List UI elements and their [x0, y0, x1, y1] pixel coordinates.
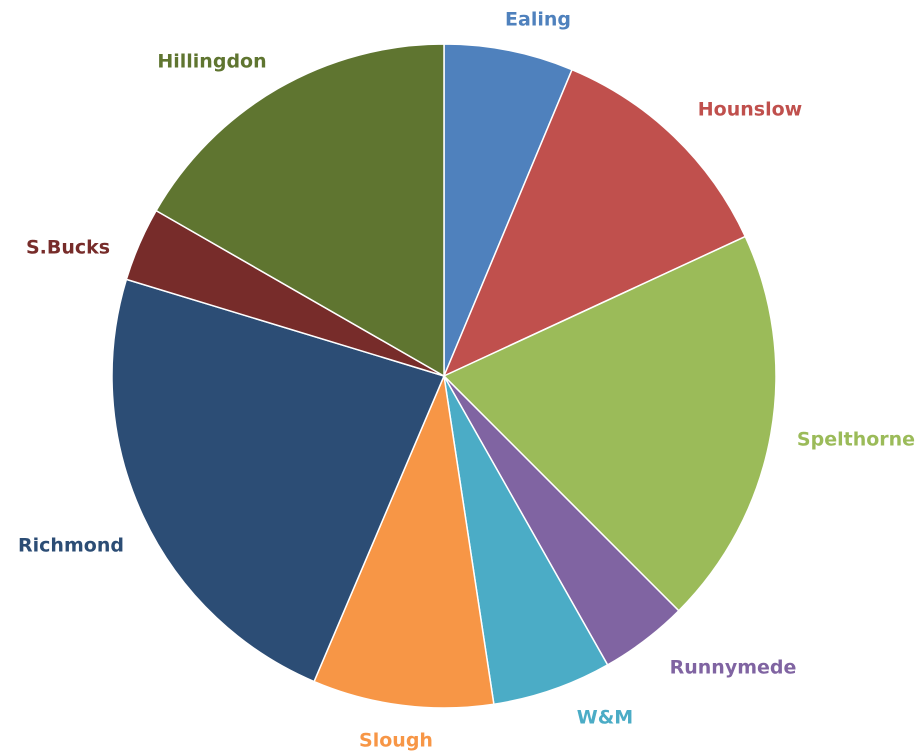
pie-slice-slough	[313, 373, 495, 709]
pie-label-ealing: Ealing	[505, 9, 571, 31]
pie-slice-richmond	[111, 278, 446, 683]
pie-slice-spelthorne	[442, 235, 777, 612]
pie-label-hounslow: Hounslow	[698, 99, 802, 121]
pie-label-richmond: Richmond	[18, 535, 124, 557]
pie-label-runnymede: Runnymede	[670, 657, 797, 679]
pie-label-spelthorne: Spelthorne	[797, 429, 915, 451]
pie-slice-hounslow	[442, 68, 747, 378]
pie-slice-hillingdon	[155, 43, 445, 378]
pie-slices	[111, 43, 777, 709]
pie-labels: Ealing Hounslow Spelthorne Runnymede W&M Slou…	[18, 9, 915, 752]
pie-label-slough: Slough	[359, 730, 433, 752]
pie-label-s-bucks: S.Bucks	[26, 237, 110, 259]
pie-label-hillingdon: Hillingdon	[157, 51, 266, 73]
pie-slice-ealing	[443, 43, 573, 377]
pie-label-w-m: W&M	[577, 707, 633, 729]
